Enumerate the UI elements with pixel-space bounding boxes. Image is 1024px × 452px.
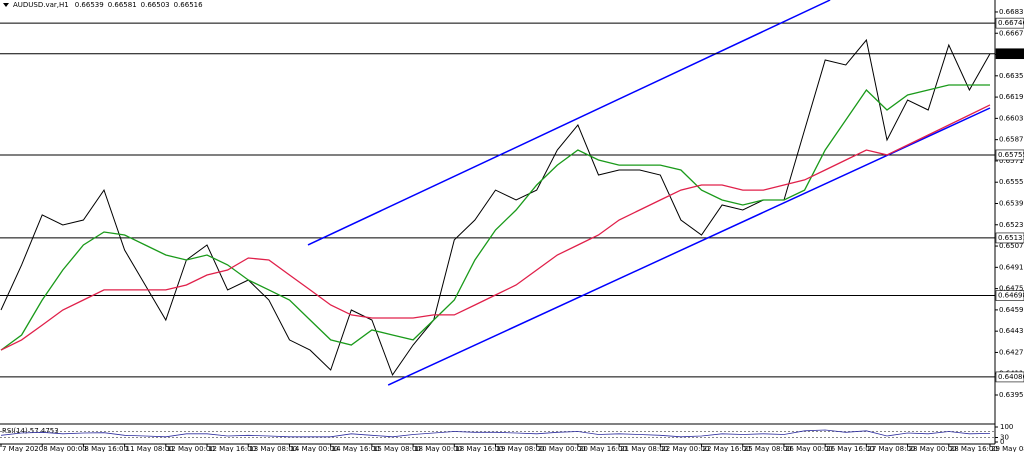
x-tick-label: 26 May 00:00: [785, 445, 833, 452]
indicator-title: RSI(14): [2, 427, 28, 435]
ohlc-value: 0.66516: [174, 1, 203, 9]
series-line: [0, 104, 991, 351]
x-tick-label: 20 May 00:00: [538, 445, 586, 452]
level-label: 0.66746: [998, 19, 1024, 27]
x-tick-label: 13 May 08:00: [249, 445, 297, 452]
x-tick-label: 25 May 08:00: [744, 445, 792, 452]
x-tick-label: 14 May 16:00: [332, 445, 380, 452]
x-tick-label: 26 May 16:00: [826, 445, 874, 452]
x-tick-label: 21 May 08:00: [620, 445, 668, 452]
x-tick-label: 7 May 2020: [2, 445, 43, 452]
x-tick-label: 14 May 00:00: [290, 445, 338, 452]
ohlc-value: 0.66503: [141, 1, 170, 9]
level-label-box: [995, 371, 1024, 383]
chart-title: AUDUSD.var,H1: [13, 1, 69, 9]
series-line: [0, 84, 990, 351]
y-tick-label: 0: [1000, 438, 1004, 446]
level-label: 0.64086: [998, 373, 1024, 381]
level-label-box: [995, 290, 1024, 301]
level-label: 0.65131: [998, 234, 1024, 242]
ohlc-value: 0.66539: [75, 1, 104, 9]
series-line: [0, 429, 991, 438]
x-tick-label: 8 May 16:00: [84, 445, 128, 452]
level-label: 0.66516: [998, 50, 1024, 58]
menu-arrow[interactable]: [3, 3, 9, 7]
level-label: 0.64698: [998, 292, 1024, 300]
x-tick-label: 22 May 00:00: [661, 445, 709, 452]
x-tick-label: 19 May 08:00: [497, 445, 545, 452]
y-tick-label: 30: [1000, 434, 1009, 442]
x-tick-label: 8 May 00:00: [43, 445, 87, 452]
level-label-box: [995, 149, 1024, 161]
x-tick-label: 12 May 16:00: [208, 445, 256, 452]
x-tick-label: 28 May 16:00: [950, 445, 998, 452]
x-tick-label: 27 May 08:00: [867, 445, 915, 452]
x-tick-label: 29 May 08:00: [991, 445, 1024, 452]
level-label-box: [995, 48, 1024, 60]
x-tick-label: 22 May 16:00: [703, 445, 751, 452]
x-tick-label: 15 May 08:00: [373, 445, 421, 452]
level-label: 0.65755: [998, 151, 1024, 159]
x-tick-label: 18 May 00:00: [414, 445, 462, 452]
trend-channel: [307, 0, 831, 246]
level-label-box: [995, 17, 1024, 29]
x-tick-label: 18 May 16:00: [455, 445, 503, 452]
series-line: [0, 38, 991, 376]
ohlc-value: 0.66581: [108, 1, 137, 9]
x-tick-label: 28 May 00:00: [909, 445, 957, 452]
y-tick-label: 100: [1000, 423, 1013, 431]
x-tick-label: 20 May 16:00: [579, 445, 627, 452]
x-tick-label: 11 May 08:00: [126, 445, 174, 452]
x-tick-label: 12 May 00:00: [167, 445, 215, 452]
level-label-box: [995, 232, 1024, 244]
